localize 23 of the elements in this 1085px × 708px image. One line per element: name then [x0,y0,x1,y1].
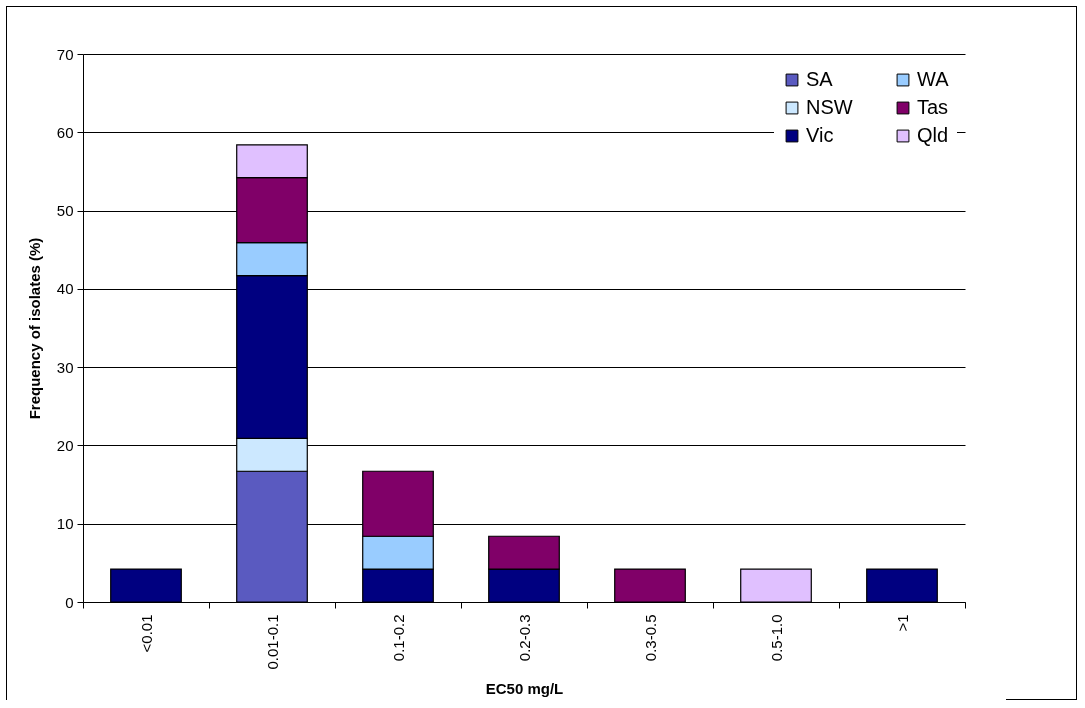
y-tick-label: 50 [56,202,74,220]
y-tick-label: 60 [56,123,74,141]
x-axis-title: EC50 mg/L [485,679,564,697]
legend-label: NSW [806,96,853,118]
y-tick-label: 0 [65,593,74,611]
x-tick-label: 0.2-0.3 [515,614,533,662]
y-tick-label: 20 [56,436,74,454]
y-tick-label: 10 [56,515,74,533]
y-axis-title: Frequency of isolates (%) [25,237,43,420]
x-tick-label: 0.3-0.5 [641,614,659,662]
x-tick-label: 0.5-1.0 [767,614,785,662]
x-tick-label: >1 [893,614,911,632]
y-tick-label: 70 [56,45,74,63]
y-tick-label: 30 [56,358,74,376]
legend-label: WA [917,68,950,90]
x-tick-label: 0.01-0.1 [263,614,281,670]
x-tick-label: <0.01 [137,614,155,653]
legend-label: SA [806,68,834,90]
x-tick-label: 0.1-0.2 [389,614,407,662]
y-tick-label: 40 [56,280,74,298]
legend-label: Vic [806,124,834,146]
legend-label: Qld [917,124,949,146]
legend-label: Tas [917,96,949,118]
